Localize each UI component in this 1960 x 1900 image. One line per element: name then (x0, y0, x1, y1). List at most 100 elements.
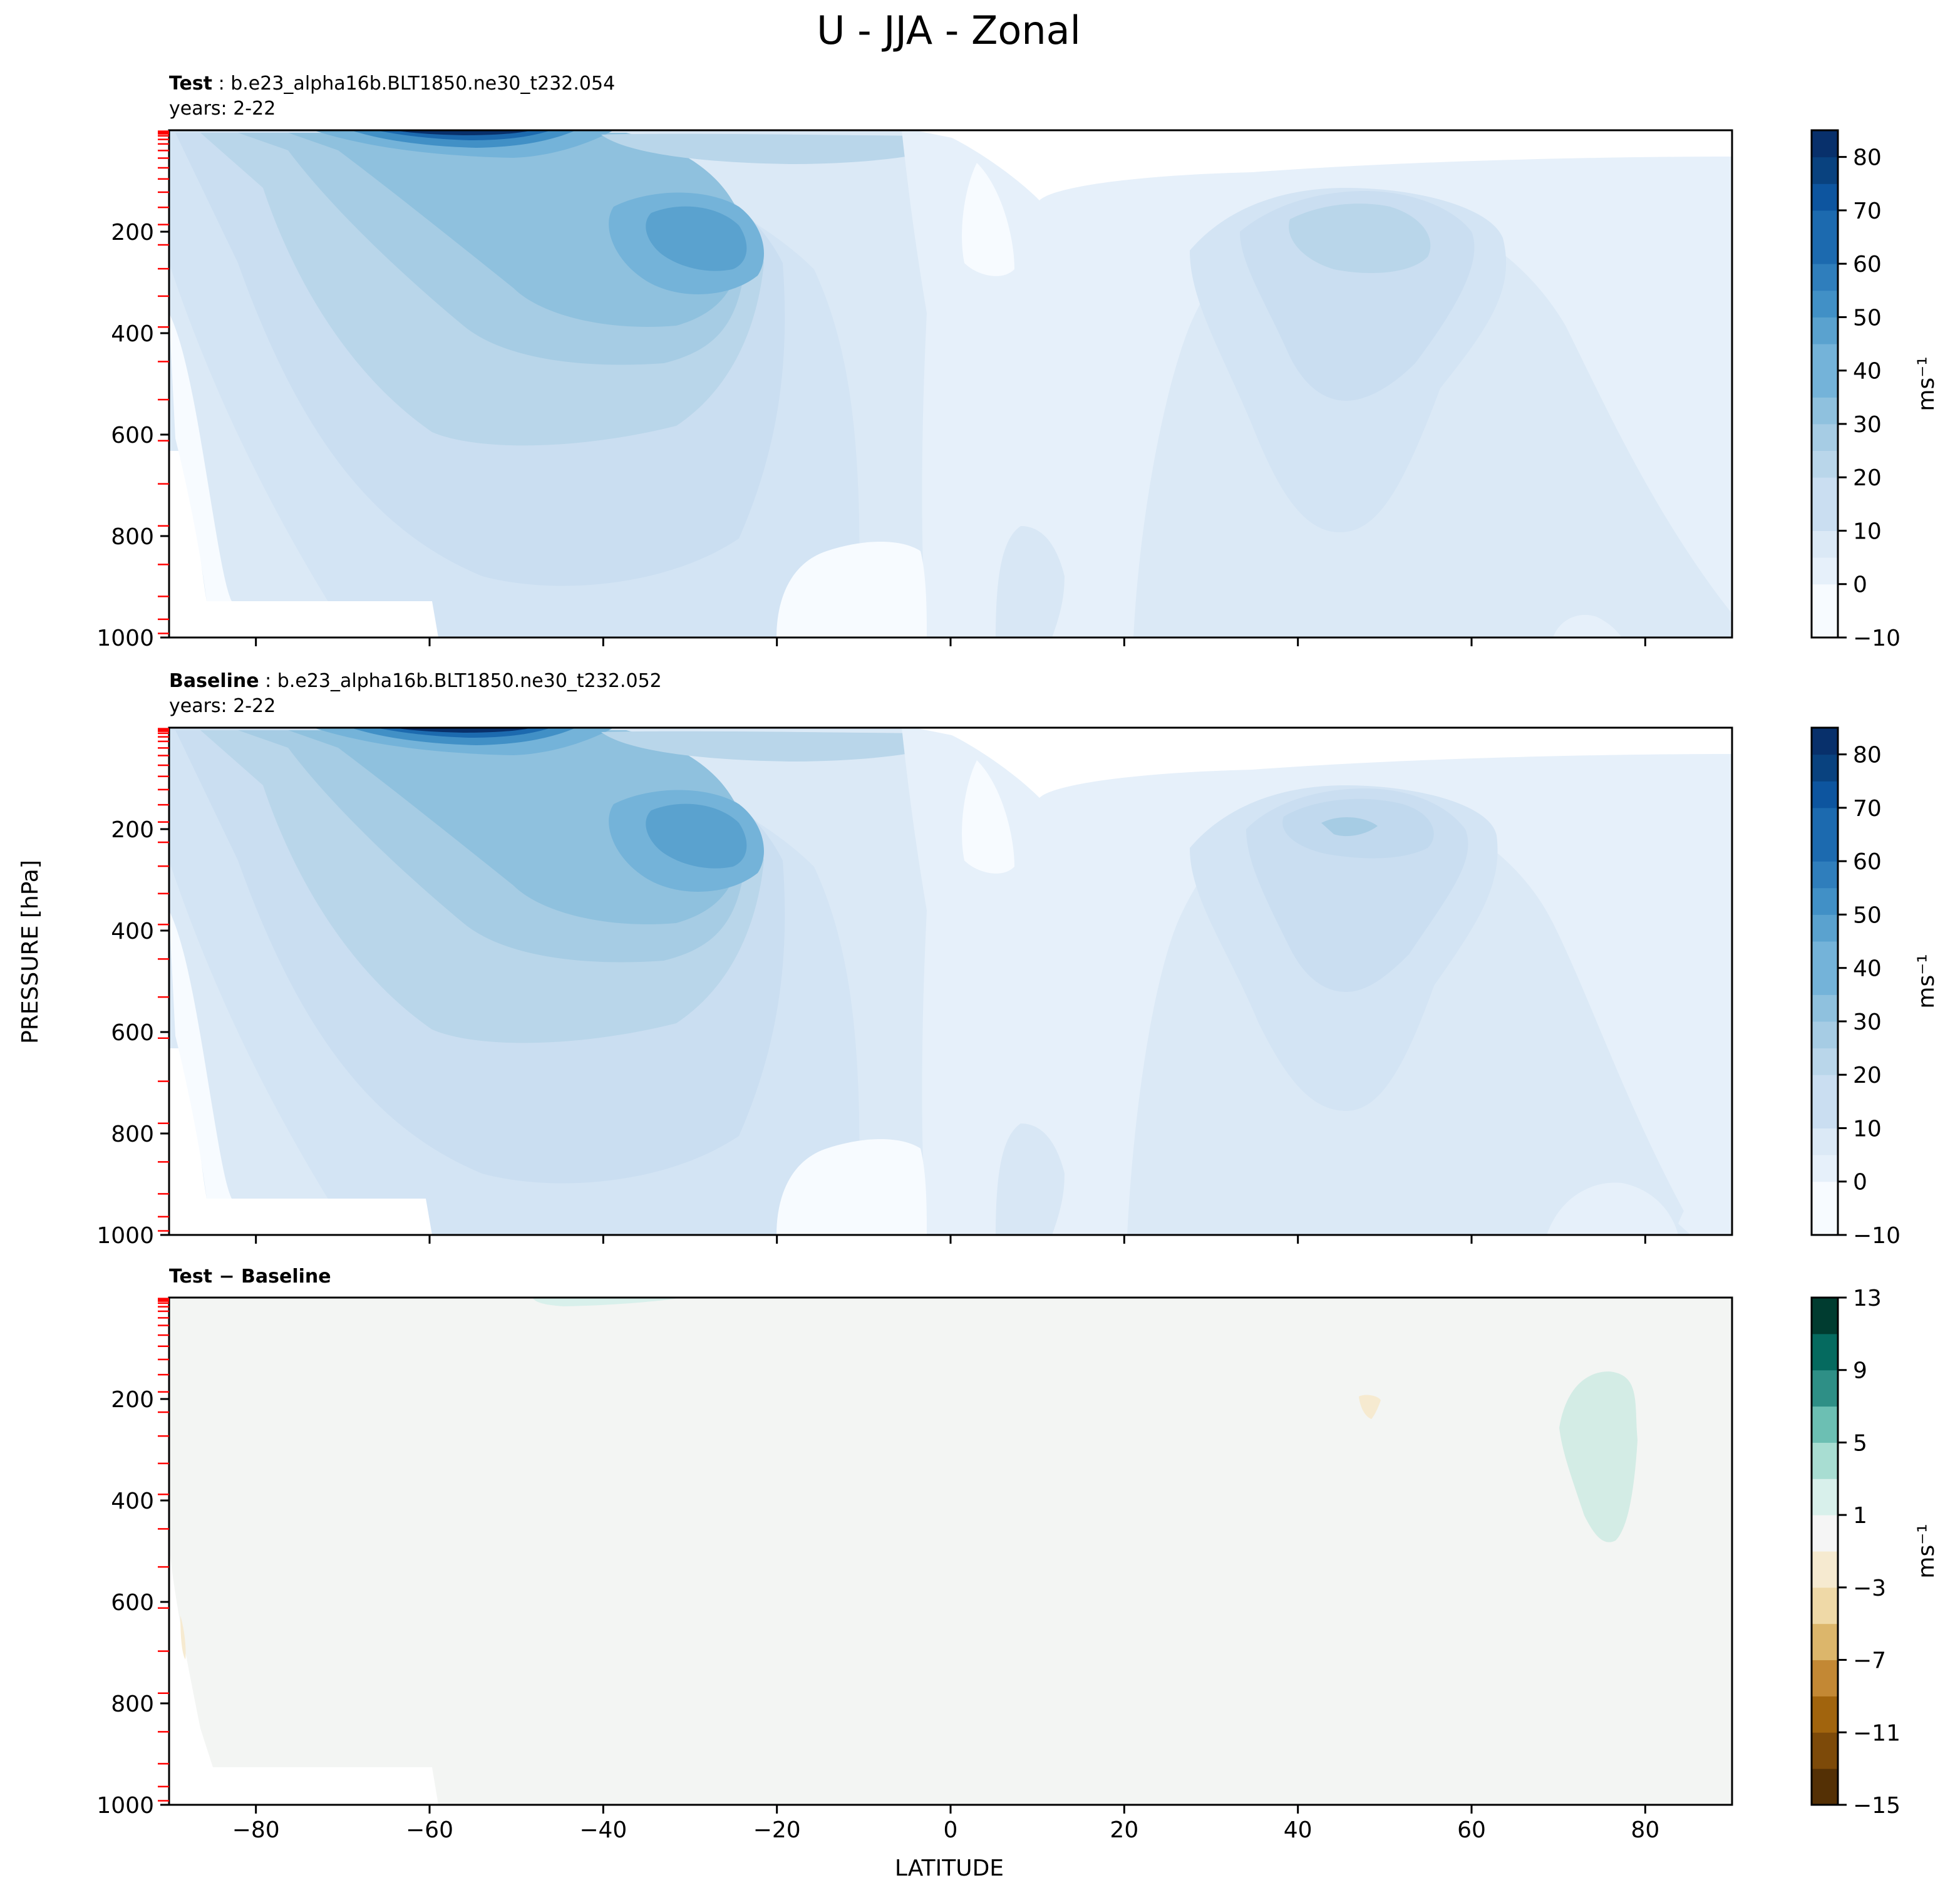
colorbar-band (1812, 1660, 1838, 1696)
colorbar-band (1812, 210, 1838, 238)
panel-baseline-label: Baseline : b.e23_alpha16b.BLT1850.ne30_t… (169, 670, 662, 692)
colorbar-band (1812, 887, 1838, 915)
colorbar-band (1812, 807, 1838, 835)
colorbar-band (1812, 1551, 1838, 1588)
panel-test-label: Test : b.e23_alpha16b.BLT1850.ne30_t232.… (169, 73, 615, 95)
colorbar-tick-label: 5 (1853, 1430, 1867, 1456)
x-tick-label: −60 (406, 1817, 453, 1843)
colorbar-tick-label: 13 (1853, 1286, 1882, 1311)
panel-difference-yaxis: 200 400 600 800 1000 (96, 1387, 169, 1819)
colorbar-band (1812, 344, 1838, 371)
colorbar-band (1812, 450, 1838, 478)
panel-difference-label-bold: Test − Baseline (169, 1266, 331, 1288)
y-tick-label: 1000 (96, 626, 154, 651)
y-tick-label: 800 (111, 1691, 154, 1717)
x-tick-label: −80 (232, 1817, 280, 1843)
colorbar-band (1812, 861, 1838, 889)
colorbar-band (1812, 994, 1838, 1022)
colorbar-band (1812, 781, 1838, 808)
panel-difference-label: Test − Baseline (169, 1266, 331, 1288)
colorbar-band (1812, 423, 1838, 452)
y-tick-label: 1000 (96, 1223, 154, 1249)
panel-baseline-label-run: : b.e23_alpha16b.BLT1850.ne30_t232.052 (265, 670, 662, 692)
x-tick-label: −40 (579, 1817, 627, 1843)
colorbar-tick-label: 10 (1853, 1116, 1882, 1142)
panel-test-yaxis: 200 400 600 800 1000 (96, 220, 169, 651)
colorbar-band (1812, 130, 1838, 158)
y-tick-label: 600 (111, 423, 154, 448)
colorbar-tick-label: 80 (1853, 743, 1882, 768)
colorbar-band (1812, 1128, 1838, 1155)
difference-polar-surface (169, 1547, 438, 1805)
colorbar-band (1812, 1048, 1838, 1075)
colorbar-tick-label: 50 (1853, 305, 1882, 331)
colorbar-band (1812, 1298, 1838, 1335)
contour-sh-jet-core (646, 803, 747, 869)
colorbar-band (1812, 370, 1838, 398)
panel-test-label-bold: Test (169, 73, 212, 95)
figure-title: U - JJA - Zonal (817, 8, 1081, 53)
contour-surface-easterly (776, 542, 927, 638)
colorbar-band (1812, 754, 1838, 782)
y-tick-label: 600 (111, 1020, 154, 1046)
contour-surface-westerly (996, 526, 1065, 638)
contour-nh-jet (1289, 204, 1431, 273)
colorbar-tick-label: 10 (1853, 519, 1882, 544)
contour-upper-secondary (601, 731, 977, 762)
panel-test-model-levels (158, 130, 169, 634)
x-tick-label: 60 (1457, 1817, 1486, 1843)
y-tick-label: 200 (111, 817, 154, 843)
contour-polar-edge (169, 313, 232, 601)
colorbar-tick-label: 30 (1853, 1009, 1882, 1035)
colorbar-band (1812, 557, 1838, 585)
colorbar-band (1812, 1370, 1838, 1407)
colorbar-band (1812, 584, 1838, 611)
contour-sh-band-4 (288, 730, 745, 924)
colorbar-tick-label: 20 (1853, 1063, 1882, 1088)
panel-baseline-label-bold: Baseline (169, 670, 259, 692)
colorbar-tick-label: 1 (1853, 1503, 1867, 1529)
colorbar-tick-label: 0 (1853, 1170, 1867, 1195)
x-tick-label: 40 (1284, 1817, 1313, 1843)
colorbar-band (1812, 397, 1838, 425)
colorbar-tick-label: −11 (1853, 1720, 1901, 1746)
contour-tropical-easterlies (914, 728, 1732, 798)
contour-sh-jet-core (646, 206, 747, 271)
colorbar-band (1812, 530, 1838, 558)
colorbar-band (1812, 1479, 1838, 1515)
colorbar-band (1812, 1155, 1838, 1182)
colorbar-tick-label: −15 (1853, 1793, 1901, 1819)
y-tick-label: 600 (111, 1590, 154, 1616)
colorbar-band (1812, 503, 1838, 531)
baseline-contour-field (169, 728, 1732, 1235)
colorbar-band (1812, 183, 1838, 211)
colorbar-band (1812, 477, 1838, 505)
difference-contour-field (169, 1298, 1732, 1805)
x-axis-label: LATITUDE (895, 1856, 1004, 1881)
colorbar-tick-label: 30 (1853, 412, 1882, 438)
contour-surface-easterly (776, 1139, 927, 1235)
colorbar-band (1812, 317, 1838, 344)
contour-tropical-easterlies (914, 130, 1732, 200)
x-tick-label: 80 (1631, 1817, 1659, 1843)
difference-negative-polar (180, 1616, 186, 1660)
y-tick-label: 800 (111, 524, 154, 550)
colorbar-band (1812, 728, 1838, 755)
colorbar-tick-label: −10 (1853, 626, 1901, 651)
test-contour-field (169, 130, 1732, 638)
contour-sh-band-4 (288, 133, 745, 327)
panel-test-xaxis (255, 638, 1646, 646)
colorbar-band (1812, 1442, 1838, 1479)
y-tick-label: 400 (111, 1489, 154, 1514)
colorbar-band (1812, 914, 1838, 942)
contour-sh-upper-core (395, 728, 532, 733)
colorbar-band (1812, 157, 1838, 184)
colorbar-band (1812, 1333, 1838, 1371)
colorbar-baseline-label: ms⁻¹ (1914, 954, 1939, 1008)
colorbar-band (1812, 264, 1838, 291)
panel-difference-xaxis: −80 −60 −40 −20 0 20 40 60 80 (232, 1805, 1659, 1843)
colorbar-tick-label: 50 (1853, 902, 1882, 928)
colorbar-tick-label: −3 (1853, 1576, 1886, 1601)
